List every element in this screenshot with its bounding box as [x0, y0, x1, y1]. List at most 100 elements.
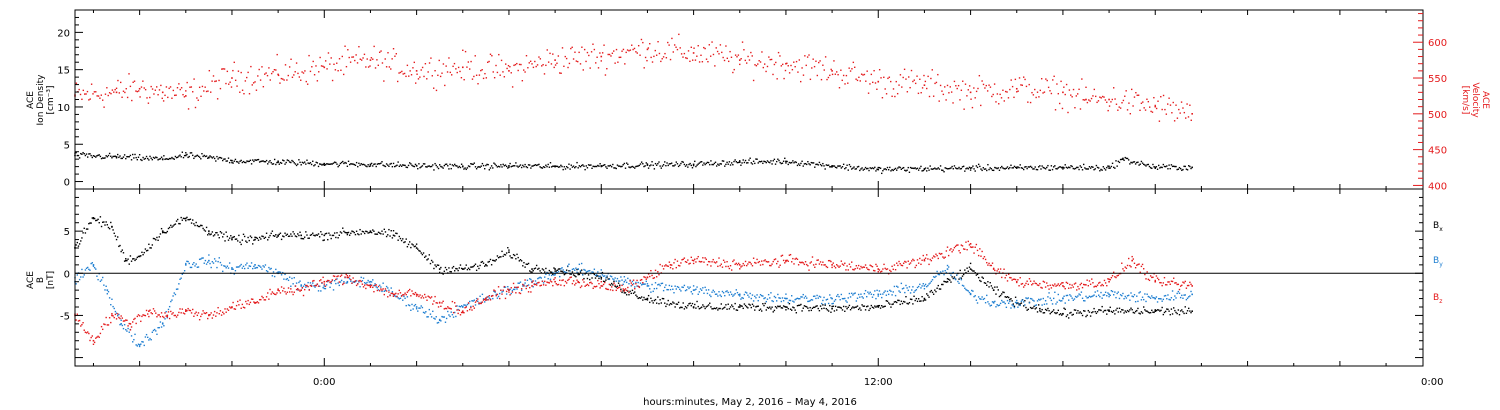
scatter-dot-velocity [291, 76, 294, 79]
scatter-dot-bz [766, 261, 769, 263]
scatter-dot-bx [494, 260, 496, 262]
scatter-dot-by [426, 316, 428, 318]
scatter-dot-density [1099, 170, 1101, 172]
scatter-dot-bx [568, 270, 570, 272]
scatter-dot-by [1144, 293, 1146, 295]
scatter-dot-density [949, 167, 951, 170]
scatter-dot-bx [205, 226, 208, 229]
scatter-dot-bx [1173, 307, 1175, 309]
scatter-dot-bx [717, 309, 719, 311]
scatter-dot-density [232, 162, 234, 164]
scatter-dot-density [243, 161, 246, 164]
scatter-dot-density [351, 163, 353, 165]
scatter-dot-bx [239, 241, 241, 243]
scatter-dot-by [1057, 293, 1060, 296]
scatter-dot-velocity [747, 55, 749, 58]
scatter-dot-density [592, 165, 594, 168]
scatter-dot-bx [989, 282, 991, 284]
scatter-dot-bz [338, 281, 340, 283]
scatter-dot-bz [696, 257, 698, 260]
scatter-dot-bx [665, 305, 667, 308]
scatter-dot-velocity [1126, 109, 1129, 111]
scatter-dot-bz [569, 276, 571, 279]
scatter-dot-by [920, 287, 922, 289]
scatter-dot-velocity [1045, 78, 1047, 80]
scatter-dot-velocity [895, 80, 897, 83]
scatter-dot-density [823, 165, 825, 167]
data-point-by [738, 293, 741, 296]
scatter-dot-bx [449, 270, 451, 273]
scatter-dot-by [255, 266, 257, 269]
scatter-dot-density [487, 163, 489, 166]
scatter-dot-bz [730, 269, 733, 271]
scatter-dot-velocity [818, 61, 820, 64]
scatter-dot-velocity [782, 63, 784, 66]
scatter-dot-density [946, 168, 949, 170]
scatter-dot-bz [264, 299, 267, 301]
data-point-velocity [1062, 91, 1064, 94]
scatter-dot-density [829, 166, 831, 168]
scatter-dot-bx [346, 233, 349, 236]
scatter-dot-bz [839, 265, 841, 267]
scatter-dot-by [809, 299, 811, 302]
scatter-dot-by [95, 268, 97, 270]
scatter-dot-bz [1134, 266, 1137, 269]
scatter-dot-bz [619, 286, 621, 288]
scatter-dot-bz [1103, 279, 1106, 282]
scatter-dot-velocity [848, 67, 850, 69]
scatter-dot-bx [295, 235, 298, 238]
scatter-dot-velocity [718, 53, 720, 55]
scatter-dot-by [418, 307, 420, 309]
scatter-dot-by [578, 263, 581, 266]
scatter-dot-density [604, 164, 606, 166]
scatter-dot-velocity [1046, 79, 1048, 82]
scatter-dot-density [841, 166, 844, 168]
scatter-dot-bz [110, 321, 112, 324]
scatter-dot-velocity [948, 92, 950, 94]
scatter-dot-bz [167, 311, 170, 313]
scatter-dot-bz [510, 287, 512, 289]
scatter-dot-bz [846, 265, 848, 267]
scatter-dot-bx [1029, 306, 1032, 309]
scatter-dot-density [172, 157, 174, 160]
scatter-dot-velocity [1119, 107, 1122, 109]
scatter-dot-density [342, 160, 344, 163]
scatter-dot-density [577, 167, 579, 169]
scatter-dot-bz [953, 246, 956, 249]
scatter-dot-bz [160, 312, 163, 314]
scatter-dot-bx [728, 308, 731, 310]
scatter-dot-density [315, 161, 317, 164]
data-point-bx [392, 234, 395, 237]
scatter-dot-by [876, 289, 878, 292]
scatter-dot-bx [575, 275, 577, 278]
scatter-dot-by [81, 268, 83, 271]
scatter-dot-bz [165, 315, 167, 317]
scatter-dot-bx [1026, 309, 1028, 311]
scatter-dot-density [836, 167, 838, 169]
scatter-dot-density [786, 160, 788, 163]
scatter-dot-density [847, 169, 849, 171]
scatter-dot-bz [1102, 284, 1105, 287]
scatter-dot-density [509, 162, 511, 165]
scatter-dot-density [893, 168, 896, 171]
scatter-dot-by [990, 304, 993, 307]
scatter-dot-by [752, 300, 755, 302]
scatter-dot-bz [1033, 280, 1035, 282]
scatter-dot-by [652, 290, 654, 293]
scatter-dot-velocity [1025, 85, 1028, 88]
scatter-dot-bx [156, 236, 158, 239]
scatter-dot-bz [885, 268, 888, 271]
scatter-dot-by [76, 274, 79, 276]
scatter-dot-bx [186, 216, 188, 219]
scatter-dot-by [288, 276, 291, 278]
scatter-dot-density [235, 160, 238, 163]
scatter-dot-density [774, 163, 777, 165]
scatter-dot-bx [1033, 305, 1035, 308]
scatter-dot-bz [308, 289, 310, 291]
scatter-dot-velocity [589, 67, 591, 69]
scatter-dot-by [117, 315, 119, 317]
scatter-dot-velocity [498, 53, 500, 56]
scatter-dot-bz [571, 282, 574, 285]
scatter-dot-density [150, 157, 152, 159]
scatter-dot-density [1021, 167, 1024, 169]
